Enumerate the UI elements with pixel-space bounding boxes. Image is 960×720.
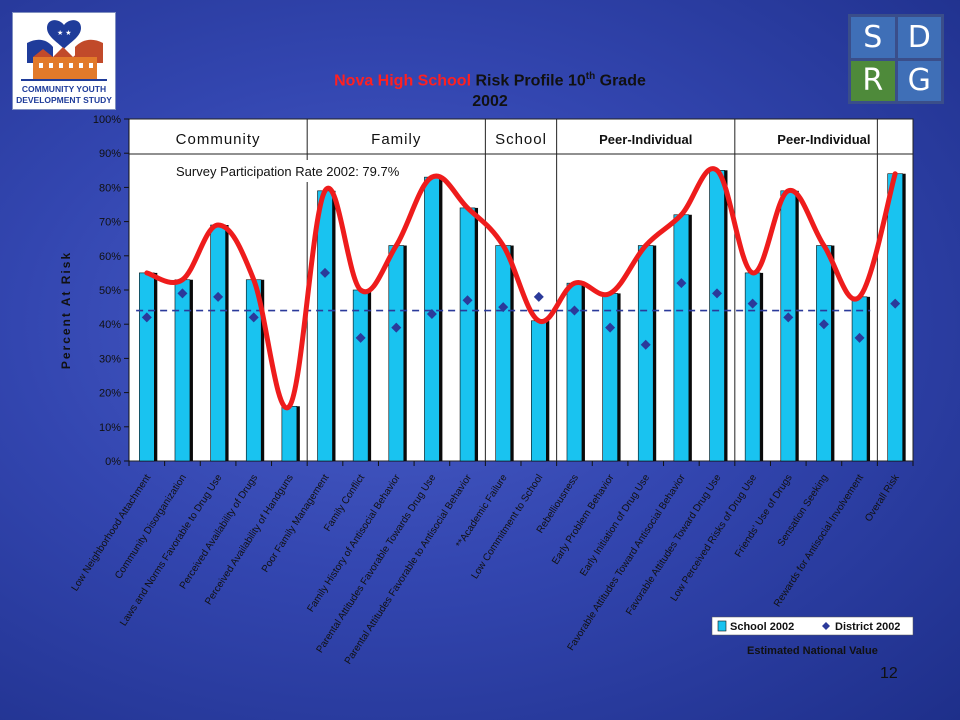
- y-axis-label: Percent At Risk: [59, 251, 73, 369]
- domain-label: Family: [371, 131, 421, 148]
- district-marker: [213, 291, 224, 302]
- school-bar: [887, 173, 903, 462]
- y-tick-label: 60%: [99, 251, 121, 263]
- logo-text-line1: COMMUNITY YOUTH: [22, 84, 106, 94]
- y-tick-label: 100%: [93, 114, 121, 126]
- district-marker: [498, 302, 509, 313]
- participation-rate-label: Survey Participation Rate 2002: 79.7%: [176, 164, 400, 179]
- category-label: Early Problem Behavior: [550, 472, 617, 567]
- school-bar: [459, 207, 476, 462]
- district-marker: [569, 305, 580, 316]
- district-marker: [712, 288, 722, 299]
- school-bar: [317, 190, 333, 462]
- school-bar: [139, 272, 155, 462]
- page-number: 12: [880, 665, 898, 682]
- school-bar: [352, 289, 369, 462]
- legend-label-district: District 2002: [835, 621, 900, 633]
- district-marker: [640, 339, 651, 350]
- title-grade: Grade: [595, 72, 646, 90]
- district-marker: [605, 322, 616, 333]
- national-value-note: Estimated National Value: [747, 645, 878, 657]
- category-label: Community Disorganization: [113, 473, 189, 582]
- school-bar: [851, 296, 868, 462]
- category-label: Low Commitment to School: [470, 473, 546, 582]
- district-marker: [248, 312, 259, 323]
- school-bar: [281, 405, 298, 462]
- legend-box: [711, 616, 914, 636]
- sdrg-logo: S D R G: [848, 14, 944, 104]
- district-marker: [426, 308, 437, 319]
- chart-title: Nova High School Risk Profile 10th Grade…: [250, 66, 730, 112]
- school-bar: [495, 245, 511, 462]
- district-marker: [854, 332, 865, 343]
- title-school-name: Nova High School: [334, 72, 472, 90]
- district-marker: [462, 295, 473, 306]
- title-year: 2002: [472, 93, 508, 111]
- district-marker: [783, 312, 794, 323]
- y-tick-label: 90%: [99, 148, 121, 160]
- sdrg-letter-s: S: [851, 17, 895, 58]
- svg-text:★ ★: ★ ★: [57, 29, 72, 37]
- category-label: Poor Family Management: [260, 472, 332, 574]
- school-bar: [780, 190, 797, 462]
- school-bar: [673, 214, 690, 462]
- legend-swatch-school: [717, 620, 727, 632]
- title-superscript: th: [585, 71, 596, 82]
- school-bar: [637, 245, 654, 462]
- sdrg-letter-g: G: [897, 60, 941, 101]
- y-tick-label: 10%: [99, 422, 121, 434]
- domain-label: School: [495, 131, 547, 148]
- district-marker: [141, 312, 152, 323]
- category-label: Parental Attitudes Favorable to Antisoci…: [343, 472, 475, 666]
- district-marker: [747, 298, 758, 309]
- participation-rate-box: [171, 160, 403, 182]
- title-risk-profile: Risk Profile 10: [471, 72, 586, 90]
- domain-label: Peer-Individual: [599, 132, 692, 147]
- y-tick-label: 20%: [99, 388, 121, 400]
- district-marker: [177, 288, 188, 299]
- school-bar: [531, 320, 547, 462]
- district-marker: [818, 319, 829, 330]
- school-bar: [174, 279, 191, 462]
- sdrg-letter-d: D: [897, 17, 941, 58]
- y-tick-label: 70%: [99, 217, 121, 229]
- y-tick-label: 0%: [105, 456, 121, 468]
- logo-text-line2: DEVELOPMENT STUDY: [16, 95, 112, 105]
- district-marker: [391, 322, 402, 333]
- cyds-logo-graphic: ★ ★ COMMUNITY YOUTH DEVELOPMENT STUDY: [16, 20, 112, 105]
- district-marker: [533, 291, 544, 302]
- y-tick-label: 30%: [99, 353, 121, 365]
- district-marker: [320, 267, 330, 278]
- domain-label: Community: [176, 131, 261, 148]
- school-bar: [816, 245, 832, 462]
- sdrg-letter-r: R: [851, 60, 895, 101]
- community-youth-development-study-logo: ★ ★ COMMUNITY YOUTH DEVELOPMENT STUDY: [12, 12, 116, 110]
- legend-marker-district: [822, 622, 830, 630]
- school-bar: [424, 176, 440, 462]
- school-bar: [602, 293, 618, 462]
- y-tick-label: 40%: [99, 319, 121, 331]
- school-bar: [210, 224, 226, 462]
- school-bar: [709, 170, 725, 462]
- domain-label: Peer-Individual: [777, 132, 870, 147]
- district-marker: [890, 298, 901, 309]
- category-label: Early Initiation of Drug Use: [578, 472, 652, 578]
- school-trend-line: [144, 166, 898, 411]
- school-bar: [388, 245, 405, 462]
- legend-label-school: School 2002: [730, 621, 794, 633]
- y-tick-label: 80%: [99, 182, 121, 194]
- district-marker: [355, 332, 366, 343]
- district-marker: [676, 278, 687, 289]
- category-label: Overall Risk: [863, 472, 902, 524]
- y-tick-label: 50%: [99, 285, 121, 297]
